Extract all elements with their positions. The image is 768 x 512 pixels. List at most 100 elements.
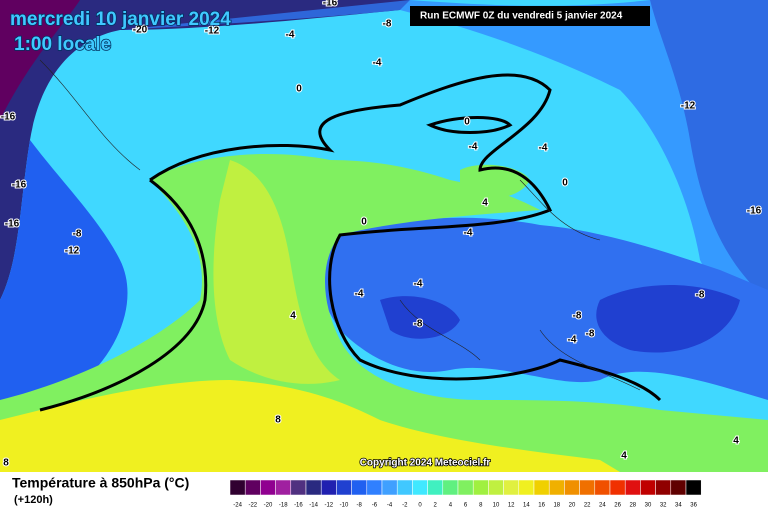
scale-label: 20	[569, 503, 576, 509]
scale-label: -6	[372, 503, 378, 509]
scale-swatch	[488, 479, 504, 496]
scale-label: -12	[324, 503, 333, 509]
scale-label: 24	[599, 503, 606, 509]
contour-label: 8	[3, 458, 9, 469]
copyright: Copyright 2024 Meteociel.fr	[360, 458, 491, 469]
scale-label: -22	[248, 503, 257, 509]
legend-title: Température à 850hPa (°C)	[12, 475, 189, 491]
contour-label: -16	[747, 206, 762, 217]
scale-swatch	[670, 479, 687, 496]
scale-label: 26	[614, 503, 621, 509]
contour-label: 0	[562, 178, 568, 189]
scale-swatch	[412, 479, 428, 496]
scale-swatch	[427, 479, 444, 496]
scale-label: -20	[264, 503, 273, 509]
scale-label: 30	[645, 503, 652, 509]
scale-label: 28	[629, 503, 636, 509]
scale-label: -10	[340, 503, 349, 509]
contour-label: -12	[681, 101, 696, 112]
scale-swatch	[320, 479, 337, 496]
scale-label: 4	[449, 503, 453, 509]
scale-label: 10	[493, 503, 500, 509]
contour-label: 4	[482, 198, 488, 209]
scale-swatch	[305, 479, 322, 496]
scale-swatch	[594, 479, 611, 496]
contour-label: 8	[275, 415, 281, 426]
scale-swatch	[336, 479, 352, 496]
scale-label: 8	[479, 503, 483, 509]
scale-label: 36	[690, 503, 697, 509]
time-title: 1:00 locale	[14, 34, 111, 55]
contour-label: -4	[568, 335, 577, 346]
scale-swatch	[381, 479, 398, 496]
scale-label: 12	[508, 503, 515, 509]
contour-label: 4	[290, 311, 296, 322]
scale-label: -14	[309, 503, 318, 509]
contour-label: -8	[414, 319, 423, 330]
scale-label: -18	[279, 503, 288, 509]
scale-swatch	[503, 479, 520, 496]
scale-swatch	[275, 479, 292, 496]
scale-swatch	[640, 479, 656, 496]
run-info: Run ECMWF 0Z du vendredi 5 janvier 2024	[420, 11, 623, 22]
contour-label: -4	[373, 58, 382, 69]
scale-swatch	[351, 479, 368, 496]
contour-label: -8	[586, 329, 595, 340]
scale-swatch	[579, 479, 596, 496]
contour-label: -4	[539, 143, 548, 154]
scale-swatch	[548, 479, 565, 496]
legend-lead: (+120h)	[14, 494, 53, 506]
scale-swatch	[442, 479, 459, 496]
scale-swatch	[366, 479, 383, 496]
scale-swatch	[457, 479, 474, 496]
scale-label: 22	[584, 503, 591, 509]
scale-label: 34	[675, 503, 682, 509]
contour-label: 0	[464, 117, 470, 128]
contour-label: -8	[73, 229, 82, 240]
contour-label: 4	[733, 436, 739, 447]
scale-swatch	[290, 479, 307, 496]
contour-label: 0	[361, 217, 367, 228]
contour-label: 0	[296, 84, 302, 95]
contour-label: -8	[696, 290, 705, 301]
scale-label: 0	[418, 503, 422, 509]
scale-swatch	[518, 479, 535, 496]
scale-swatch	[533, 479, 550, 496]
contour-label: -16	[5, 219, 20, 230]
contour-label: -8	[573, 311, 582, 322]
scale-label: 32	[660, 503, 667, 509]
scale-label: -2	[402, 503, 408, 509]
map: -20 -12 -16 -8 -4 -4 0 -12 -16 0 -4 -4 0 -16 -16 -8 -12 0…	[0, 0, 768, 473]
scale-swatch	[229, 479, 246, 496]
contour-label: -16	[12, 180, 27, 191]
contour-label: -4	[355, 289, 364, 300]
scale-swatch	[564, 479, 580, 496]
scale-swatch	[685, 479, 702, 496]
scale-swatch	[624, 479, 641, 496]
contour-label: -4	[414, 279, 423, 290]
scale-label: 6	[464, 503, 468, 509]
contour-label: -12	[65, 246, 80, 257]
scale-label: -8	[357, 503, 363, 509]
contour-label: -4	[286, 30, 295, 41]
scale-label: 18	[553, 503, 560, 509]
date-title: mercredi 10 janvier 2024	[10, 9, 231, 30]
contour-label: -8	[383, 19, 392, 30]
scale-label: 2	[434, 503, 438, 509]
contour-label: -20	[133, 25, 148, 36]
contour-label: -16	[323, 0, 338, 9]
scale-label: 16	[538, 503, 545, 509]
scale-swatch	[472, 479, 489, 496]
contour-label: -4	[464, 228, 473, 239]
scale-swatch	[396, 479, 413, 496]
scale-label: 14	[523, 503, 530, 509]
scale-label: -24	[233, 503, 242, 509]
contour-label: -12	[205, 26, 220, 37]
contour-label: -4	[469, 142, 478, 153]
scale-label: -4	[387, 503, 393, 509]
scale-swatch	[260, 479, 276, 496]
contour-label: -16	[1, 112, 16, 123]
scale-swatch	[609, 479, 626, 496]
scale-swatch	[244, 479, 261, 496]
